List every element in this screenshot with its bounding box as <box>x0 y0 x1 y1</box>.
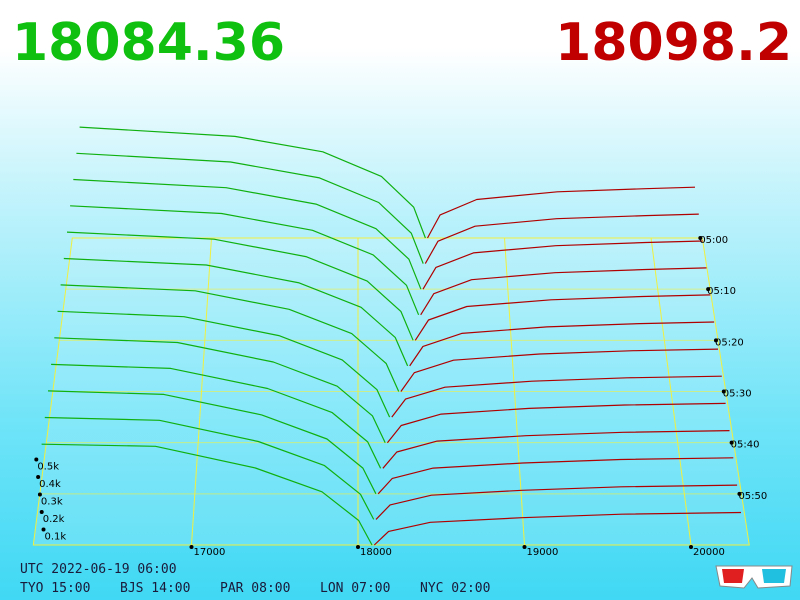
ask-depth-curve <box>422 240 703 290</box>
price-tick-label: 18000 <box>360 547 392 558</box>
time-tick <box>698 236 703 240</box>
ask-depth-curve <box>375 484 738 520</box>
ask-depth-curve <box>391 375 722 418</box>
time-tick <box>729 440 734 445</box>
price-tick <box>689 545 693 549</box>
bid-depth-curve <box>51 363 382 469</box>
bid-depth-curve <box>76 152 424 264</box>
timezone-label: BJS 14:00 <box>120 581 190 596</box>
labels: 17000 18000 19000 20000 05:00 05:10 05:20 05:30… <box>34 235 767 558</box>
ask-depth-curve <box>420 267 707 316</box>
ask-depth-curve <box>386 402 726 444</box>
bid-depth-curve <box>60 284 400 392</box>
volume-tick-label: 0.4k <box>39 479 61 490</box>
floor <box>32 237 750 546</box>
bid-depth-curve <box>54 337 386 443</box>
glasses-right-lens <box>762 569 786 583</box>
glasses-icon <box>715 565 793 589</box>
bid-depth-curve <box>41 443 373 546</box>
time-tick-label: 05:00 <box>699 235 728 246</box>
time-tick-label: 05:30 <box>723 389 752 400</box>
price-tick-label: 20000 <box>693 547 725 558</box>
bid-depth-curve <box>66 231 414 341</box>
curves <box>41 126 742 546</box>
volume-tick-label: 0.5k <box>37 462 59 473</box>
ask-depth-curve <box>409 321 715 367</box>
timezone-label: PAR 08:00 <box>220 581 290 596</box>
time-tick <box>737 491 742 496</box>
glasses-left-lens <box>722 569 744 583</box>
time-tick-label: 05:50 <box>738 491 767 502</box>
time-tick <box>713 338 718 343</box>
bid-price: 18084.36 <box>12 13 285 73</box>
bid-depth-curve <box>70 205 420 316</box>
time-tick <box>721 389 726 394</box>
ask-depth-curve <box>426 186 696 239</box>
timezone-label: NYC 02:00 <box>420 581 490 596</box>
time-tick <box>706 287 711 292</box>
bid-depth-curve <box>57 310 391 418</box>
volume-tick <box>39 510 44 514</box>
time-tick-label: 05:10 <box>707 286 736 297</box>
ask-depth-curve <box>382 430 730 469</box>
ask-price: 18098.2 <box>555 13 792 73</box>
bid-depth-curve <box>79 126 426 239</box>
price-tick <box>522 545 527 549</box>
time-tick-label: 05:40 <box>731 440 760 451</box>
timezone-label: LON 07:00 <box>320 581 390 596</box>
bid-depth-curve <box>44 416 375 520</box>
volume-tick-label: 0.3k <box>41 497 63 508</box>
price-tick <box>189 545 194 549</box>
volume-tick-label: 0.2k <box>43 514 65 525</box>
time-tick-label: 05:20 <box>715 337 744 348</box>
volume-tick <box>34 457 39 462</box>
ask-depth-curve <box>373 511 742 546</box>
volume-tick <box>41 527 46 532</box>
volume-tick-label: 0.1k <box>45 532 67 543</box>
price-tick <box>356 545 360 549</box>
bid-depth-curve <box>63 257 409 367</box>
bid-depth-curve <box>73 178 422 290</box>
ask-depth-curve <box>400 348 719 392</box>
ask-depth-curve <box>414 294 711 341</box>
utc-time: UTC 2022-06-19 06:00 <box>20 562 177 577</box>
ask-depth-curve <box>377 457 734 495</box>
volume-tick <box>36 475 41 479</box>
timezone-label: TYO 15:00 <box>20 581 90 596</box>
volume-tick <box>37 492 42 497</box>
ask-depth-curve <box>424 213 699 264</box>
bid-depth-curve <box>47 390 377 495</box>
price-tick-label: 19000 <box>527 547 559 558</box>
price-tick-label: 17000 <box>194 547 226 558</box>
